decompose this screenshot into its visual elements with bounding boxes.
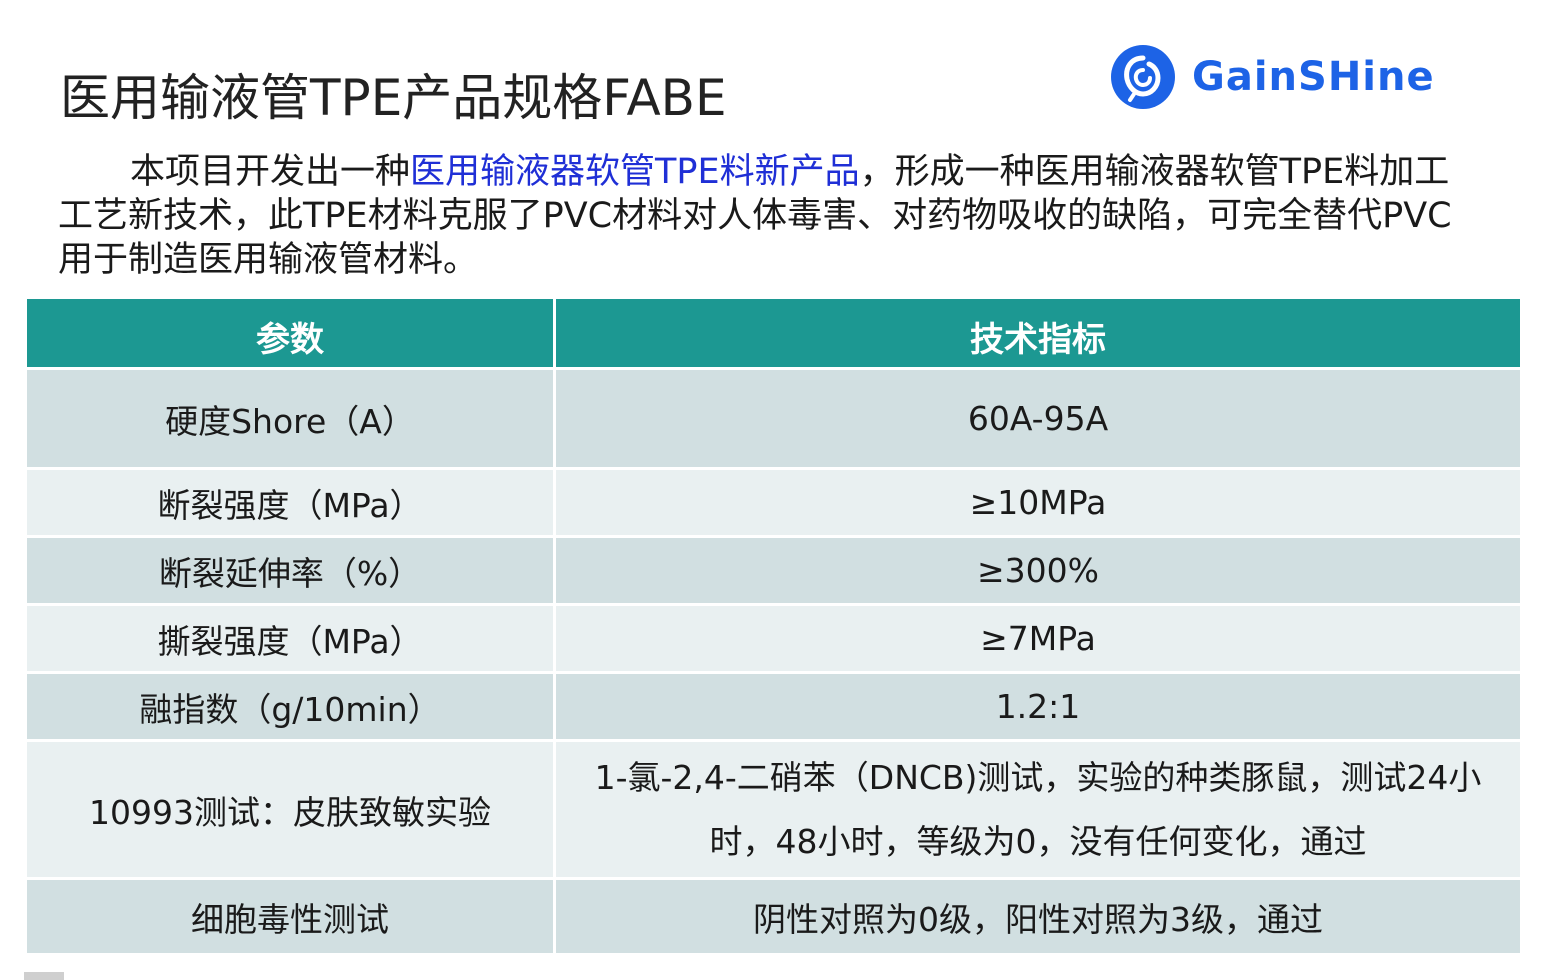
intro-paragraph: 本项目开发出一种医用输液器软管TPE料新产品，形成一种医用输液器软管TPE料加工… <box>58 150 1478 282</box>
logo-text: GainSHine <box>1192 54 1435 100</box>
table-row: 10993测试：皮肤致敏实验 1-氯-2,4-二硝苯（DNCB)测试，实验的种类… <box>24 739 1523 880</box>
param-cell: 断裂延伸率（%） <box>24 535 556 606</box>
param-cell: 硬度Shore（A） <box>24 367 556 470</box>
table-row: 断裂延伸率（%） ≥300% <box>24 535 1523 606</box>
value-cell: ≥300% <box>553 535 1523 606</box>
value-cell: 60A-95A <box>553 367 1523 470</box>
slide-title: 医用输液管TPE产品规格FABE <box>60 69 727 127</box>
table-row: 融指数（g/10min） 1.2:1 <box>24 671 1523 742</box>
table-row: 硬度Shore（A） 60A-95A <box>24 367 1523 470</box>
param-cell: 10993测试：皮肤致敏实验 <box>24 739 556 880</box>
gainshine-logo-icon <box>1111 45 1175 109</box>
intro-text-start: 本项目开发出一种 <box>130 152 411 192</box>
value-cell: 1-氯-2,4-二硝苯（DNCB)测试，实验的种类豚鼠，测试24小时，48小时，… <box>553 739 1523 880</box>
table-row: 断裂强度（MPa） ≥10MPa <box>24 467 1523 538</box>
table-row: 细胞毒性测试 阴性对照为0级，阳性对照为3级，通过 <box>24 877 1523 956</box>
param-cell: 断裂强度（MPa） <box>24 467 556 538</box>
corner-mark <box>24 972 64 980</box>
param-cell: 融指数（g/10min） <box>24 671 556 742</box>
intro-text-end: ，形成一种医用输液器软管TPE料加工工艺新技术，此TPE材料克服了PVC材料对人… <box>58 152 1452 280</box>
value-cell: 1.2:1 <box>553 671 1523 742</box>
table-header-row: 参数 技术指标 <box>24 296 1523 370</box>
intro-highlight: 医用输液器软管TPE料新产品 <box>410 152 860 192</box>
header-value: 技术指标 <box>553 296 1523 370</box>
value-cell: ≥10MPa <box>553 467 1523 538</box>
header-param: 参数 <box>24 296 556 370</box>
param-cell: 撕裂强度（MPa） <box>24 603 556 674</box>
table-row: 撕裂强度（MPa） ≥7MPa <box>24 603 1523 674</box>
spec-table: 参数 技术指标 硬度Shore（A） 60A-95A 断裂强度（MPa） ≥10… <box>24 296 1523 956</box>
value-cell: 阴性对照为0级，阳性对照为3级，通过 <box>553 877 1523 956</box>
value-cell: ≥7MPa <box>553 603 1523 674</box>
param-cell: 细胞毒性测试 <box>24 877 556 956</box>
brand-logo: GainSHine <box>1110 44 1435 110</box>
